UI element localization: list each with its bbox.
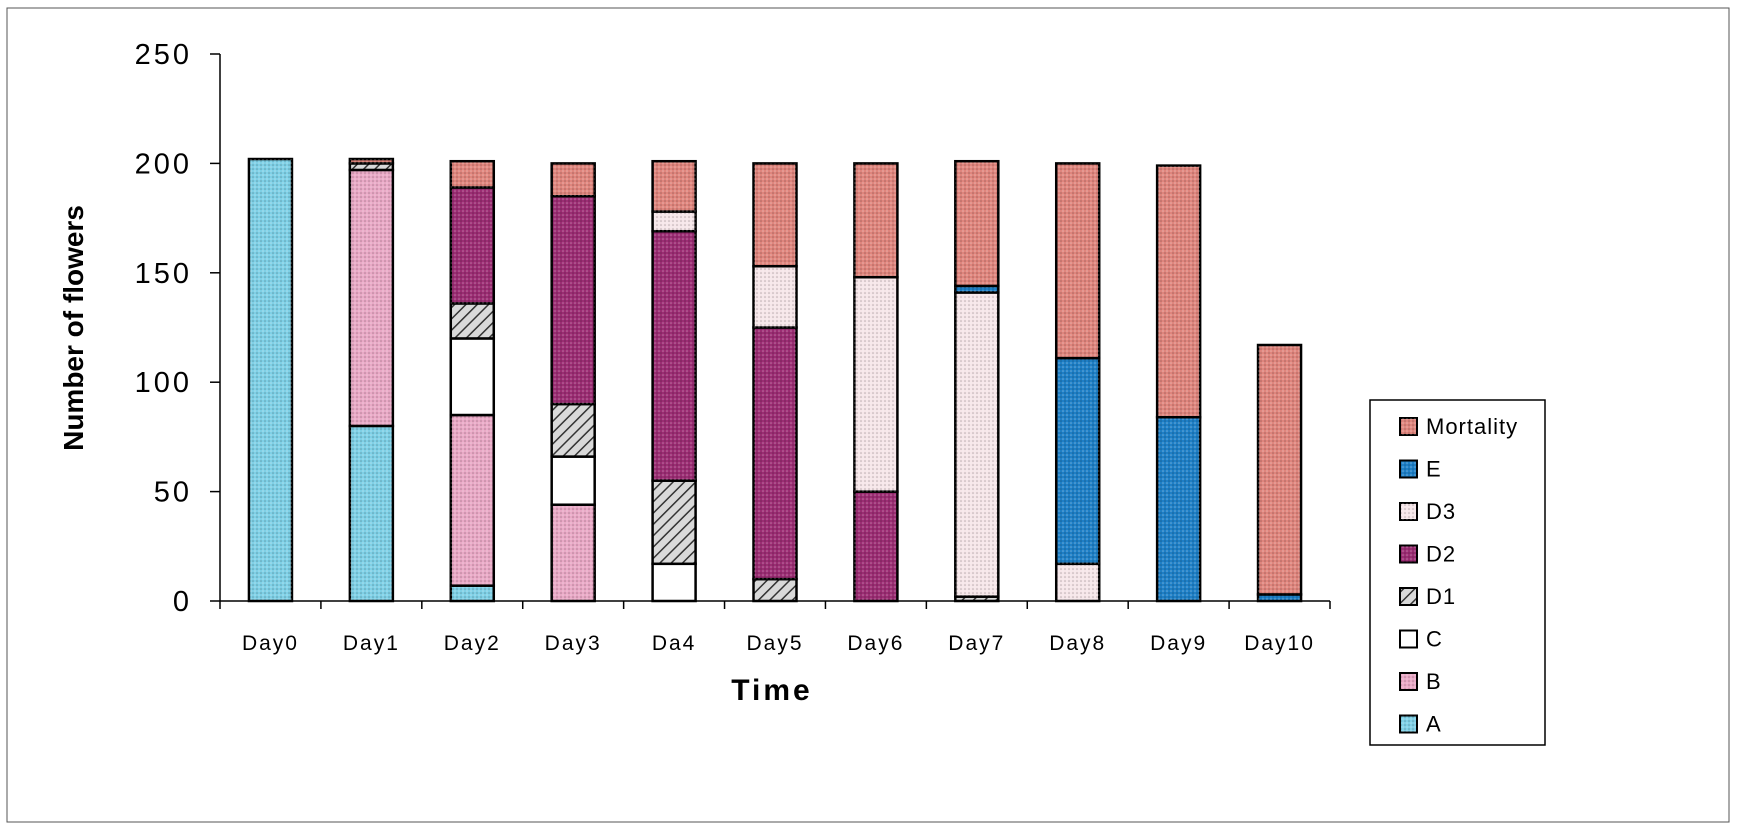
x-tick-label: Day0 [242, 632, 299, 655]
legend-label: A [1426, 712, 1442, 737]
bar-segment-d1 [752, 577, 798, 603]
bar-texture [1056, 563, 1100, 601]
legend-swatch-d1 [1399, 587, 1418, 606]
x-tick-label: Day9 [1150, 632, 1207, 655]
bar-segment-d1 [550, 402, 596, 458]
bar-segment-c [449, 337, 496, 417]
bar-texture [652, 211, 696, 232]
legend-label: Mortality [1426, 414, 1518, 439]
bar-texture [450, 161, 494, 188]
bar-texture [854, 163, 898, 278]
bar-texture [551, 504, 595, 601]
bar-texture [1258, 345, 1302, 595]
legend-swatch-texture [1400, 418, 1417, 435]
bar-texture [753, 266, 797, 328]
x-tick-label: Day8 [1049, 632, 1106, 655]
bar-texture [955, 161, 999, 286]
legend-label: E [1426, 457, 1442, 482]
bar-segment-c [651, 562, 697, 603]
bar-texture [1157, 417, 1201, 601]
bar-texture [652, 231, 696, 481]
bar-texture [955, 292, 999, 597]
legend-label: D2 [1426, 542, 1456, 567]
bar-texture [753, 327, 797, 580]
x-tick-label: Day10 [1244, 632, 1315, 655]
bar-texture [1056, 358, 1100, 564]
legend-label: D1 [1426, 584, 1456, 609]
x-tick-label: Day2 [444, 632, 501, 655]
bar-texture [1258, 594, 1302, 601]
legend-box [1369, 399, 1546, 746]
bar-texture [753, 163, 797, 267]
bar-texture [854, 277, 898, 492]
legend-swatch-texture [1400, 460, 1417, 478]
bar-texture [349, 169, 393, 426]
bar-texture [450, 187, 494, 304]
x-tick-label: Day7 [948, 632, 1005, 655]
y-tick-label: 100 [135, 367, 192, 399]
bar-texture [854, 491, 898, 601]
x-tick-label: Da4 [652, 632, 697, 655]
bar-segment-d1 [651, 479, 697, 566]
bar-texture [551, 163, 595, 197]
legend-swatch-texture [1400, 503, 1417, 520]
legend-label: C [1426, 627, 1443, 652]
bar-segment-d1 [449, 302, 496, 340]
bar-texture [652, 161, 696, 212]
bar-texture [1157, 165, 1201, 418]
y-axis-title: Number of flowers [58, 205, 89, 451]
legend-label: D3 [1426, 499, 1456, 524]
bar-segment-c [550, 455, 596, 506]
x-tick-label: Day3 [545, 632, 602, 655]
y-tick-label: 250 [135, 39, 192, 71]
y-tick-label: 150 [135, 258, 192, 290]
y-tick-label: 200 [135, 148, 192, 180]
legend-label: B [1426, 669, 1442, 694]
legend-swatch-texture [1400, 715, 1417, 733]
bar-texture [349, 159, 393, 164]
legend-swatch-c [1399, 629, 1418, 649]
y-tick-label: 50 [154, 477, 192, 509]
bar-texture [955, 285, 999, 293]
x-tick-label: Day5 [746, 632, 803, 655]
legend-swatch-texture [1400, 673, 1417, 690]
bar-texture [450, 585, 494, 601]
bar-texture [248, 159, 292, 602]
x-tick-label: Day1 [343, 632, 400, 655]
x-tick-label: Day6 [847, 632, 904, 655]
bar-texture [1056, 163, 1100, 359]
bar-texture [450, 415, 494, 586]
bar-texture [349, 425, 393, 601]
y-tick-label: 0 [173, 586, 192, 618]
x-axis-title: Time [731, 674, 812, 707]
bar-texture [551, 196, 595, 405]
legend-swatch-texture [1400, 545, 1417, 563]
